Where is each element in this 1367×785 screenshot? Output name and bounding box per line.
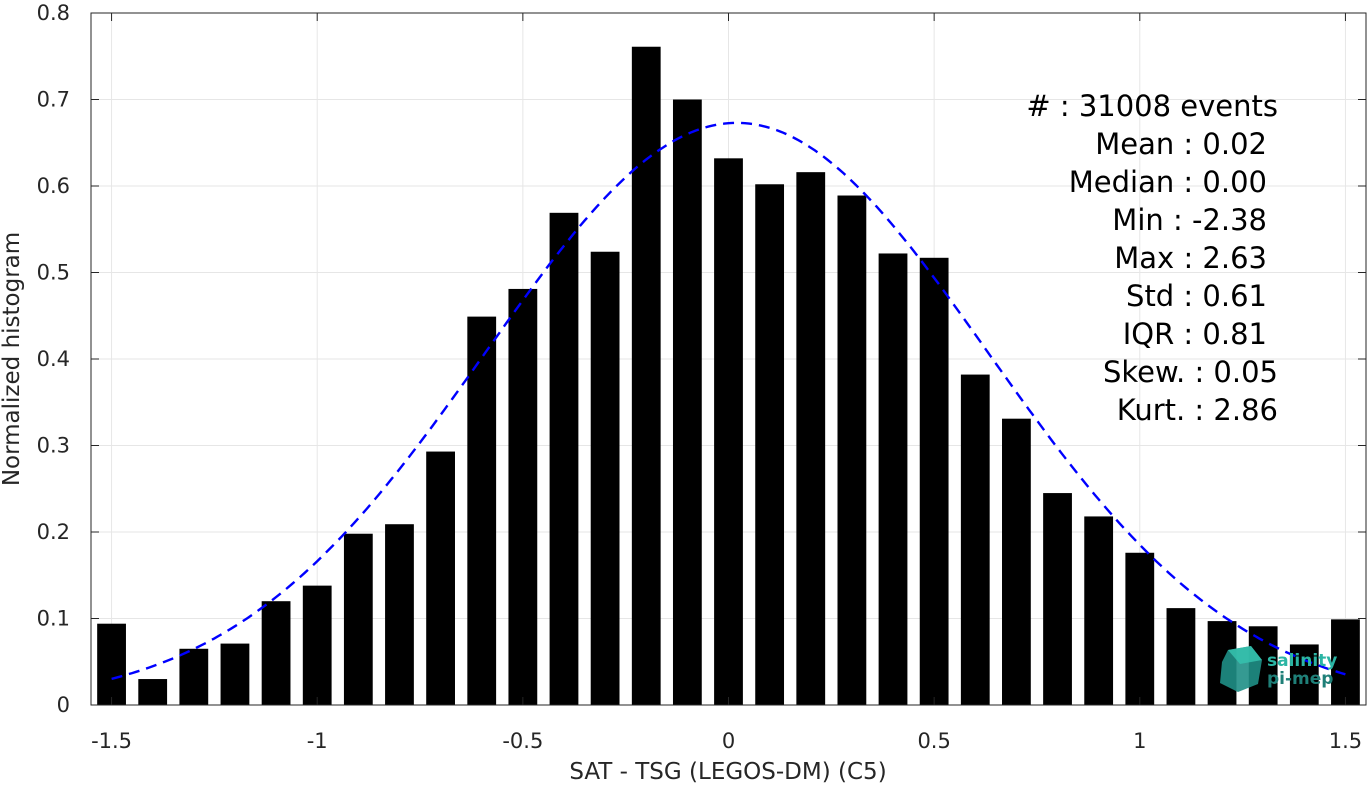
y-tick-label: 0.6: [37, 174, 70, 198]
y-tick-label: 0.2: [37, 520, 70, 544]
x-tick-label: 1: [1133, 729, 1146, 753]
histogram-bar: [960, 374, 990, 705]
y-tick-label: 0: [57, 693, 70, 717]
histogram-bar: [508, 288, 538, 705]
stat-max: Max : 2.63: [1114, 241, 1267, 275]
x-tick-labels: -1.5 -1 -0.5 0 0.5 1 1.5: [91, 729, 1362, 753]
y-tick-labels: 0 0.1 0.2 0.3 0.4 0.5 0.6 0.7 0.8: [37, 1, 70, 717]
histogram-bar: [261, 601, 291, 705]
histogram-bar: [179, 648, 209, 705]
y-tick-label: 0.5: [37, 261, 70, 285]
stat-std: Std : 0.61: [1126, 279, 1267, 313]
x-axis-title: SAT - TSG (LEGOS-DM) (C5): [569, 759, 886, 785]
histogram-bar: [878, 253, 908, 705]
stat-min: Min : -2.38: [1112, 203, 1267, 237]
x-tick-label: -0.5: [502, 729, 543, 753]
histogram-bar: [919, 257, 949, 705]
x-tick-label: 0: [722, 729, 735, 753]
histogram-bar: [1166, 608, 1196, 705]
x-tick-label: 1.5: [1329, 729, 1362, 753]
histogram-bar: [97, 623, 126, 705]
histogram-bar: [1331, 619, 1360, 705]
histogram-bar: [631, 46, 661, 706]
histogram-bars: [97, 46, 1360, 706]
histogram-bar: [549, 212, 579, 705]
y-tick-label: 0.4: [37, 347, 70, 371]
histogram-bar: [467, 316, 497, 705]
histogram-bar: [343, 533, 373, 705]
salinity-pi-mep-logo: salinity pi-mep: [1220, 646, 1337, 692]
x-tick-label: -1.5: [91, 729, 132, 753]
logo-line2: pi-mep: [1267, 669, 1333, 689]
statistics-box: # : 31008 events Mean : 0.02 Median : 0.…: [1026, 89, 1278, 427]
stat-kurt: Kurt. : 2.86: [1117, 393, 1278, 427]
histogram-bar: [220, 643, 250, 705]
x-tick-label: -1: [307, 729, 328, 753]
stat-median: Median : 0.00: [1069, 165, 1267, 199]
stat-iqr: IQR : 0.81: [1123, 317, 1267, 351]
histogram-bar: [138, 679, 168, 705]
y-tick-label: 0.8: [37, 1, 70, 25]
stat-mean: Mean : 0.02: [1095, 127, 1267, 161]
histogram-bar: [1084, 516, 1114, 705]
y-axis-title: Normalized histogram: [0, 232, 25, 486]
histogram-bar: [1043, 493, 1072, 705]
histogram-bar: [1125, 552, 1155, 705]
y-tick-label: 0.7: [37, 88, 70, 112]
histogram-bar: [302, 585, 332, 705]
histogram-bar: [837, 195, 867, 705]
stat-skew: Skew. : 0.05: [1103, 355, 1278, 389]
histogram-bar: [385, 524, 414, 705]
histogram-bar: [672, 99, 702, 705]
histogram-bar: [590, 251, 620, 706]
y-tick-label: 0.3: [37, 434, 70, 458]
histogram-bar: [714, 158, 743, 705]
gaussian-fit-curve: [111, 121, 1346, 681]
x-tick-label: 0.5: [917, 729, 950, 753]
histogram-bar: [755, 184, 785, 705]
stat-events: # : 31008 events: [1026, 89, 1278, 123]
histogram-bar: [426, 451, 455, 705]
histogram-bar: [796, 172, 826, 705]
histogram-bar: [1289, 644, 1319, 705]
y-tick-label: 0.1: [37, 607, 70, 631]
logo-line1: salinity: [1267, 651, 1337, 671]
axis-ticks: [91, 12, 1366, 706]
histogram-bar: [1002, 418, 1031, 705]
